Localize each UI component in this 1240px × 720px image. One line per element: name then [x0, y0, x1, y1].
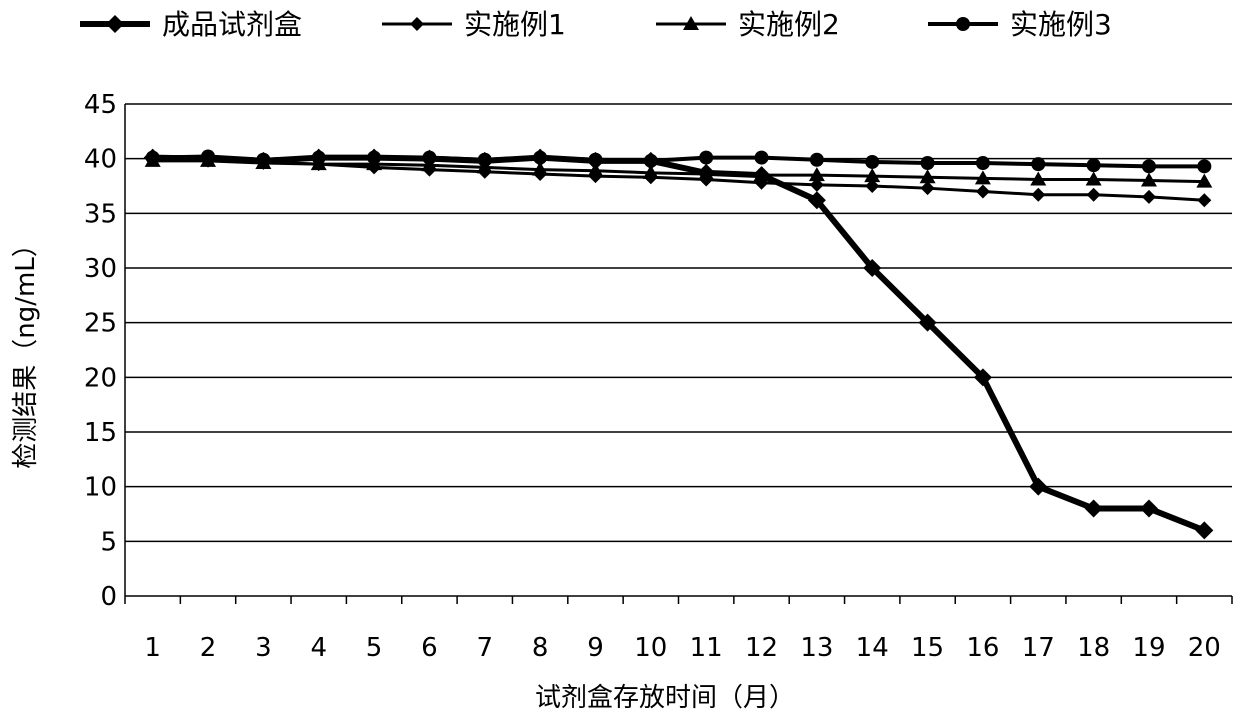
x-tick-label: 6	[421, 633, 438, 663]
data-point	[586, 152, 604, 170]
series-1	[144, 149, 1214, 540]
legend-marker	[956, 17, 970, 31]
x-tick-label: 20	[1188, 633, 1221, 663]
data-point	[1031, 157, 1045, 171]
legend-item: 实施例1	[382, 8, 566, 41]
series-layer	[144, 149, 1214, 540]
data-point	[865, 155, 879, 169]
data-point	[1087, 158, 1101, 172]
legend-label: 实施例1	[464, 8, 566, 41]
x-tick-label: 1	[144, 633, 161, 663]
y-tick-label: 5	[100, 527, 117, 557]
x-axis-title: 试剂盒存放时间（月）	[535, 683, 795, 713]
y-tick-label: 20	[84, 363, 117, 393]
y-tick-label: 40	[84, 145, 117, 175]
x-tick-label: 11	[690, 633, 723, 663]
data-point	[755, 151, 769, 165]
legend-marker	[106, 15, 124, 33]
legend-item: 实施例3	[928, 8, 1112, 41]
data-point	[1031, 188, 1045, 202]
legend-item: 成品试剂盒	[80, 8, 302, 41]
x-tick-label: 3	[255, 633, 272, 663]
data-point	[144, 149, 162, 167]
data-point	[1142, 190, 1156, 204]
data-point	[1197, 193, 1211, 207]
y-tick-label: 35	[84, 199, 117, 229]
x-tick-label: 16	[966, 633, 999, 663]
data-point	[1142, 159, 1156, 173]
y-tick-label: 45	[84, 90, 117, 120]
x-tick-label: 5	[366, 633, 383, 663]
x-tick-label: 8	[532, 633, 549, 663]
legend: 成品试剂盒 实施例1 实施例2 实施例3	[80, 8, 1112, 41]
y-tick-label: 15	[84, 418, 117, 448]
legend-label: 成品试剂盒	[162, 8, 302, 41]
y-tick-label: 25	[84, 309, 117, 339]
data-point	[1087, 188, 1101, 202]
x-tick-labels: 1234567891011121314151617181920	[144, 633, 1220, 663]
data-point	[1197, 159, 1211, 173]
y-tick-labels: 0 5 10 15 20 25 30 35 40 45	[84, 90, 117, 612]
legend-marker	[410, 17, 424, 31]
x-tick-label: 17	[1022, 633, 1055, 663]
y-tick-label: 10	[84, 473, 117, 503]
x-tick-label: 14	[856, 633, 889, 663]
x-tick-label: 9	[587, 633, 604, 663]
data-point	[699, 151, 713, 165]
legend-label: 实施例2	[738, 8, 840, 41]
data-point	[1140, 500, 1158, 518]
y-tick-label: 30	[84, 254, 117, 284]
data-point	[810, 153, 824, 167]
data-point	[642, 152, 660, 170]
data-point	[531, 149, 549, 167]
y-axis-title: 检测结果（ng/mL）	[11, 231, 41, 469]
x-tick-label: 18	[1077, 633, 1110, 663]
data-point	[921, 181, 935, 195]
x-tick-label: 19	[1132, 633, 1165, 663]
legend-item: 实施例2	[656, 8, 840, 41]
data-point	[976, 156, 990, 170]
x-tick-label: 15	[911, 633, 944, 663]
data-point	[976, 184, 990, 198]
x-tick-label: 12	[745, 633, 778, 663]
data-point	[1195, 521, 1213, 539]
x-tick-label: 7	[477, 633, 494, 663]
y-tick-label: 0	[100, 582, 117, 612]
x-tick-label: 10	[634, 633, 667, 663]
x-tick-label: 2	[200, 633, 217, 663]
x-tick-label: 13	[800, 633, 833, 663]
data-point	[921, 156, 935, 170]
data-point	[1085, 500, 1103, 518]
legend-label: 实施例3	[1010, 8, 1112, 41]
x-tick-label: 4	[310, 633, 327, 663]
